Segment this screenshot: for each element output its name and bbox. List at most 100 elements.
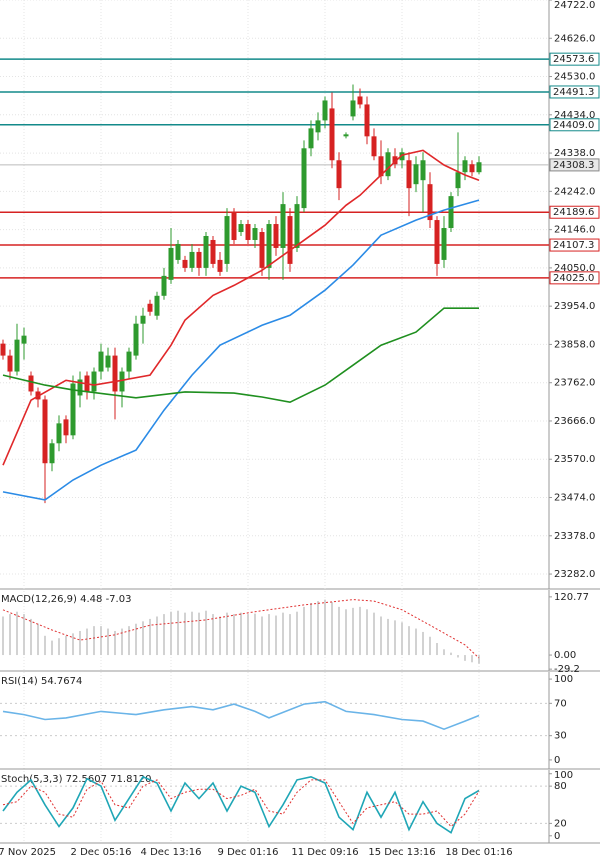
x-tick-label: 11 Dec 09:16	[291, 847, 358, 858]
y-tick-label: 24050.0	[554, 263, 595, 274]
candle-body	[168, 247, 174, 280]
candle-body	[287, 216, 293, 264]
x-tick-label: 18 Dec 01:16	[445, 847, 512, 858]
candle-body	[322, 100, 328, 121]
candle-body	[42, 399, 48, 464]
candle-body	[420, 160, 426, 181]
candle-body	[182, 259, 188, 268]
y-tick-label: 100	[554, 770, 573, 781]
candle-body	[350, 100, 356, 117]
candle-body	[91, 371, 97, 392]
y-tick-label: 23282.0	[554, 569, 595, 580]
candle-body	[308, 128, 314, 149]
candle-body	[14, 339, 20, 372]
candle-body	[175, 243, 181, 260]
candle-body	[28, 375, 34, 392]
y-tick-label: 23378.0	[554, 531, 595, 542]
candle-body	[448, 196, 454, 229]
pane-title: Stoch(5,3,3) 72.5607 71.8120	[1, 774, 152, 785]
candle-body	[462, 160, 468, 173]
y-tick-label: 30	[554, 731, 567, 742]
y-tick-label: 23666.0	[554, 416, 595, 427]
candle-body	[378, 156, 384, 177]
indicator-line	[2, 599, 480, 659]
y-tick-label: 0	[554, 755, 560, 766]
candle-body	[301, 148, 307, 209]
candle-body	[147, 303, 153, 312]
candle-body	[280, 204, 286, 248]
candle-body	[266, 224, 272, 268]
candle-body	[105, 355, 111, 368]
candle-body	[98, 351, 104, 372]
y-tick-label: 0	[554, 831, 560, 842]
level-label-box	[549, 271, 600, 285]
x-tick-label: 4 Dec 13:16	[141, 847, 202, 858]
candle-body	[294, 204, 300, 248]
candle-body	[70, 383, 76, 436]
y-tick-label: 24722.0	[554, 0, 595, 11]
candle-body	[273, 224, 279, 248]
y-tick-label: 24338.0	[554, 148, 595, 159]
candle-body	[329, 108, 335, 161]
last-price-box	[549, 158, 600, 172]
candle-body	[7, 355, 13, 372]
candle-body	[161, 275, 167, 296]
level-label: 24491.3	[553, 87, 594, 98]
candle-body	[315, 120, 321, 133]
indicator-line	[2, 307, 479, 404]
level-label: 24107.3	[553, 240, 594, 251]
candle-body	[399, 152, 405, 161]
candle-body	[385, 152, 391, 177]
candle-body	[476, 162, 482, 173]
indicator-line	[2, 149, 480, 466]
candle-body	[133, 323, 139, 356]
candle-body	[196, 251, 202, 268]
candle-body	[210, 239, 216, 264]
y-tick-label: 80	[554, 781, 567, 792]
candle-body	[21, 335, 27, 344]
indicator-line	[2, 775, 480, 834]
candle-body	[77, 379, 83, 396]
candle-body	[371, 136, 377, 157]
candle-body	[126, 351, 132, 372]
y-tick-label: 24530.0	[554, 72, 595, 83]
level-label: 24573.6	[553, 54, 594, 65]
y-tick-label: 23570.0	[554, 454, 595, 465]
candle-body	[154, 295, 160, 316]
candle-body	[392, 156, 398, 165]
level-label-box	[549, 118, 600, 132]
level-label-box	[549, 238, 600, 252]
y-tick-label: 24242.0	[554, 186, 595, 197]
level-label: 24189.6	[553, 207, 594, 218]
candle-body	[56, 423, 62, 444]
candle-body	[140, 315, 146, 324]
x-tick-label: 15 Dec 13:16	[368, 847, 435, 858]
candle-body	[259, 232, 265, 268]
candle-body	[406, 160, 412, 189]
candle-body	[343, 134, 349, 137]
y-tick-label: 24626.0	[554, 33, 595, 44]
y-tick-label: 20	[554, 818, 567, 829]
candle-body	[49, 443, 55, 464]
y-tick-label: 100	[554, 674, 573, 685]
last-price-label: 24308.3	[553, 160, 594, 171]
y-tick-label: 24434.0	[554, 110, 595, 121]
pane-title: MACD(12,26,9) 4.48 -7.03	[1, 594, 131, 605]
level-label: 24025.0	[553, 273, 594, 284]
x-tick-label: 27 Nov 2025	[0, 847, 56, 858]
y-tick-label: 23762.0	[554, 378, 595, 389]
y-tick-label: 70	[554, 698, 567, 709]
pane-title: RSI(14) 54.7674	[1, 676, 82, 687]
level-label-box	[549, 85, 600, 99]
y-tick-label: 23954.0	[554, 301, 595, 312]
candle-body	[189, 251, 195, 268]
candle-body	[455, 172, 461, 189]
candle-body	[112, 355, 118, 392]
candle-body	[119, 371, 125, 392]
level-label: 24409.0	[553, 120, 594, 131]
candle-body	[357, 96, 363, 105]
candle-body	[434, 220, 440, 264]
